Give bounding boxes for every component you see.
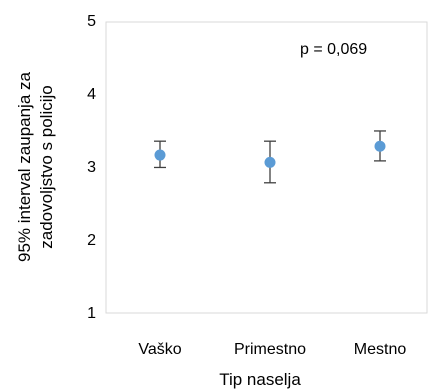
y-tick-label: 3 <box>87 159 96 176</box>
x-tick-label: Mestno <box>354 341 407 358</box>
x-axis-title: Tip naselja <box>219 370 301 389</box>
y-tick-label: 4 <box>87 86 96 103</box>
x-tick-labels: Vaško Primestno Mestno <box>138 341 406 358</box>
x-tick-label: Primestno <box>234 341 306 358</box>
data-points <box>154 140 386 168</box>
y-tick-labels: 1 2 3 4 5 <box>87 13 96 322</box>
data-point <box>264 156 276 168</box>
y-axis-title-line-2: zadovoljstvo s policijo <box>37 85 56 248</box>
error-bars <box>154 130 386 184</box>
plot-area <box>105 21 428 314</box>
p-value-annotation: p = 0,069 <box>300 41 367 58</box>
x-tick-label: Vaško <box>138 341 181 358</box>
y-tick-label: 2 <box>87 232 96 249</box>
y-tick-label: 1 <box>87 305 96 322</box>
y-tick-label: 5 <box>87 13 96 30</box>
data-point <box>154 149 166 161</box>
data-point <box>374 140 386 152</box>
y-axis-title-line-1: 95% interval zaupanja za <box>15 71 34 262</box>
